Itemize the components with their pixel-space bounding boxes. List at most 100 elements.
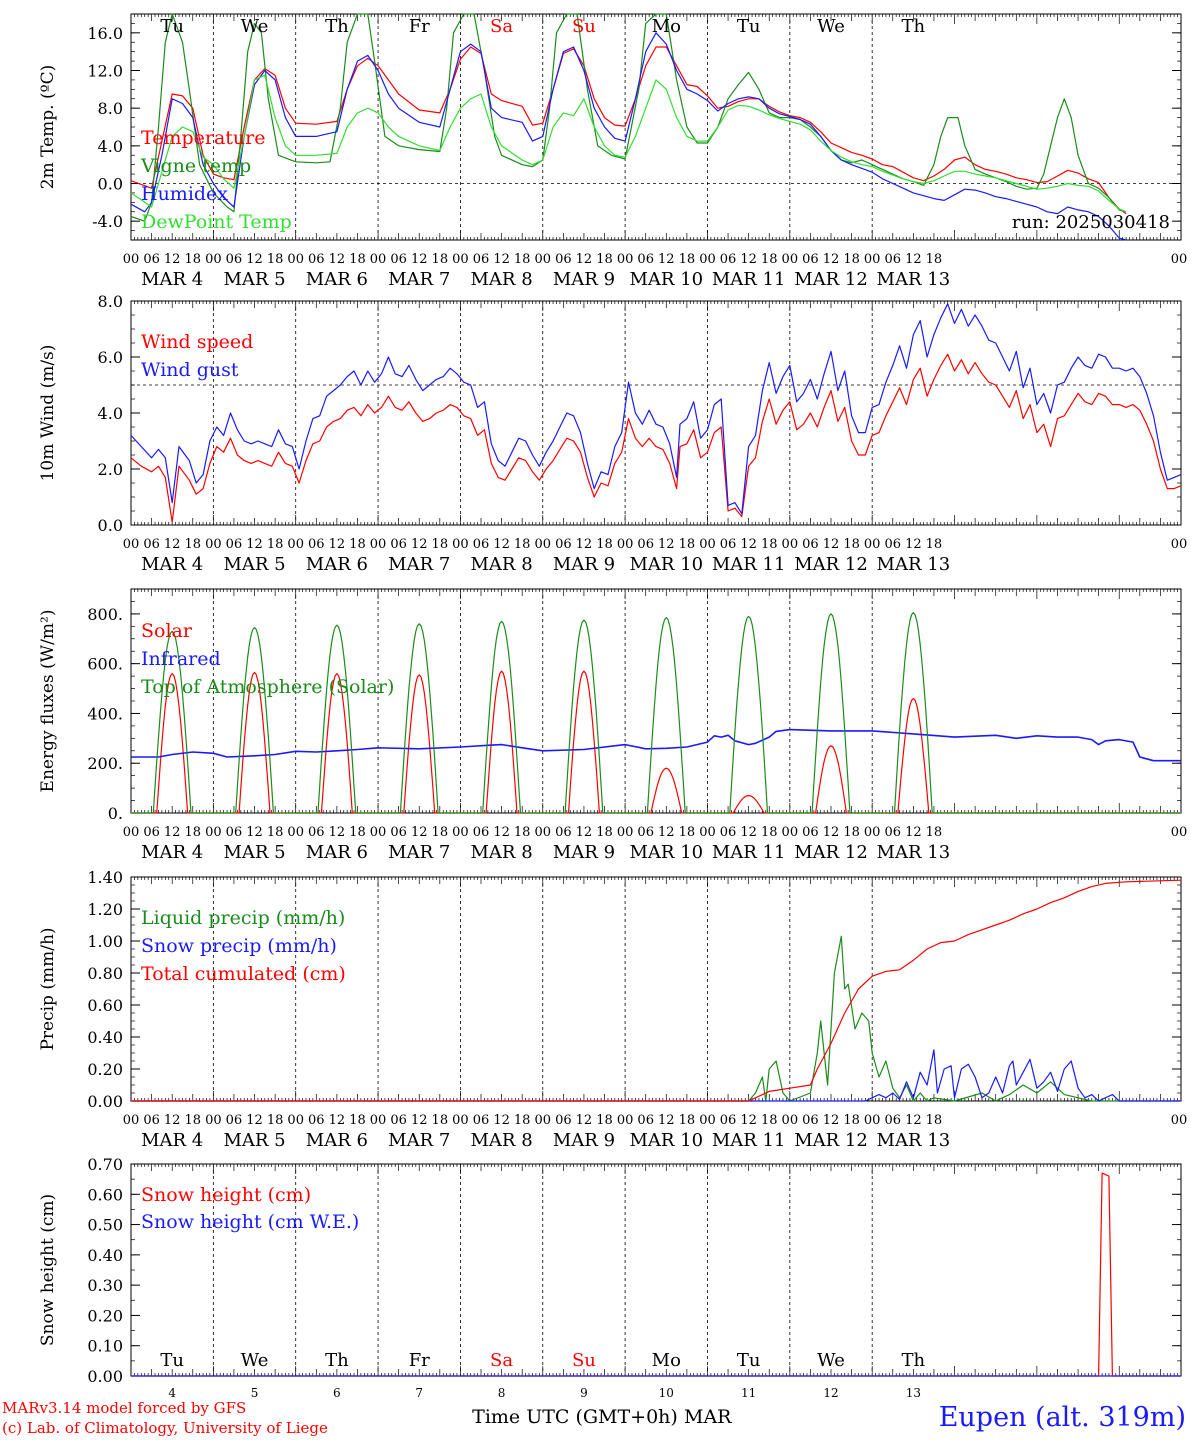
- y-tick-label: 0.0: [98, 516, 123, 535]
- x-date-label: MAR 9: [553, 842, 615, 863]
- x-hour-label: 06: [555, 825, 572, 840]
- x-hour-label: 06: [802, 252, 819, 267]
- y-tick-label: -4.0: [92, 212, 123, 231]
- x-hour-label: 12: [329, 1113, 346, 1128]
- x-hour-label: 18: [596, 537, 613, 552]
- x-hour-label: 06: [308, 537, 325, 552]
- legend-entry: Liquid precip (mm/h): [141, 907, 345, 929]
- y-tick-label: 8.0: [98, 292, 123, 311]
- x-hour-label: 12: [823, 537, 840, 552]
- x-hour-label: 00: [534, 252, 551, 267]
- x-date-label: MAR 11: [712, 269, 786, 290]
- x-hour-label: 12: [658, 252, 675, 267]
- x-hour-label: 00: [617, 252, 634, 267]
- x-hour-label: 12: [576, 1113, 593, 1128]
- x-hour-label: 00: [370, 537, 387, 552]
- x-hour-label: 00: [370, 252, 387, 267]
- x-date-label: MAR 13: [877, 1130, 951, 1151]
- x-hour-label: 18: [267, 537, 284, 552]
- weekday-label: Th: [902, 16, 926, 37]
- y-tick-label: 1.00: [87, 932, 123, 951]
- y-tick-label: 0.40: [87, 1246, 123, 1265]
- x-hour-label: 06: [473, 537, 490, 552]
- day-number-label: 13: [906, 1386, 921, 1400]
- x-date-label: MAR 6: [306, 269, 368, 290]
- x-hour-label: 00: [1171, 537, 1188, 552]
- y-tick-label: 0.20: [87, 1306, 123, 1325]
- x-date-label: MAR 4: [141, 1130, 203, 1151]
- day-number-label: 4: [168, 1386, 176, 1400]
- x-date-label: MAR 12: [794, 554, 868, 575]
- y-tick-label: 0.00: [87, 1367, 123, 1386]
- x-date-label: MAR 7: [388, 842, 450, 863]
- x-hour-label: 18: [679, 252, 696, 267]
- x-date-label: MAR 8: [471, 554, 533, 575]
- series-line-wind-speed: [130, 353, 1182, 523]
- x-date-label: MAR 6: [306, 554, 368, 575]
- x-hour-label: 18: [184, 1113, 201, 1128]
- x-hour-label: 06: [637, 537, 654, 552]
- x-hour-label: 18: [843, 252, 860, 267]
- x-hour-label: 12: [164, 252, 181, 267]
- x-hour-label: 00: [205, 252, 222, 267]
- x-hour-label: 06: [143, 1113, 160, 1128]
- y-tick-label: 0.00: [87, 1092, 123, 1111]
- x-hour-label: 12: [576, 537, 593, 552]
- x-hour-label: 00: [123, 1113, 140, 1128]
- x-hour-label: 06: [637, 825, 654, 840]
- weekday-label: Th: [325, 1350, 349, 1371]
- x-hour-label: 00: [287, 825, 304, 840]
- x-hour-label: 06: [555, 1113, 572, 1128]
- y-tick-label: 0.80: [87, 964, 123, 983]
- x-hour-label: 12: [905, 825, 922, 840]
- x-hour-label: 00: [287, 1113, 304, 1128]
- x-hour-label: 12: [576, 252, 593, 267]
- legend-entry: Vigne temp: [140, 155, 251, 177]
- panel-4: [130, 876, 1182, 1102]
- weekday-label: Fr: [409, 1350, 430, 1371]
- x-hour-label: 18: [267, 825, 284, 840]
- y-tick-label: 0.50: [87, 1216, 123, 1235]
- legend-entry: Wind speed: [141, 331, 253, 353]
- x-hour-label: 18: [761, 537, 778, 552]
- x-date-label: MAR 10: [629, 269, 703, 290]
- x-hour-label: 00: [534, 1113, 551, 1128]
- x-hour-label: 12: [246, 825, 263, 840]
- x-hour-label: 18: [349, 1113, 366, 1128]
- x-hour-label: 12: [740, 537, 757, 552]
- x-date-label: MAR 5: [223, 554, 285, 575]
- x-hour-label: 06: [390, 1113, 407, 1128]
- x-hour-label: 00: [617, 537, 634, 552]
- series-line-wind-gust: [130, 303, 1182, 515]
- series-line-humidex: [130, 32, 1127, 241]
- x-hour-label: 00: [782, 537, 799, 552]
- weekday-label: Sa: [490, 16, 513, 37]
- x-hour-label: 18: [679, 825, 696, 840]
- x-hour-label: 12: [493, 1113, 510, 1128]
- x-hour-label: 00: [864, 252, 881, 267]
- x-hour-label: 00: [534, 537, 551, 552]
- day-number-label: 7: [415, 1386, 423, 1400]
- x-date-label: MAR 6: [306, 842, 368, 863]
- y-axis-label: Energy fluxes (W/m²): [38, 610, 58, 793]
- y-tick-label: 1.40: [87, 868, 123, 887]
- x-hour-label: 18: [926, 1113, 943, 1128]
- day-number-label: 12: [823, 1386, 838, 1400]
- legend-entry: Snow height (cm): [141, 1184, 311, 1206]
- x-hour-label: 18: [349, 537, 366, 552]
- day-number-label: 6: [333, 1386, 341, 1400]
- x-date-label: MAR 13: [877, 842, 951, 863]
- x-hour-label: 06: [720, 252, 737, 267]
- series-line-temperature: [130, 46, 1127, 215]
- x-hour-label: 00: [782, 825, 799, 840]
- x-hour-label: 12: [411, 825, 428, 840]
- x-hour-label: 18: [514, 825, 531, 840]
- x-date-label: MAR 13: [877, 554, 951, 575]
- y-tick-label: 600.: [87, 655, 123, 674]
- x-date-label: MAR 7: [388, 1130, 450, 1151]
- x-hour-label: 06: [802, 825, 819, 840]
- x-hour-label: 06: [802, 1113, 819, 1128]
- x-hour-label: 00: [452, 825, 469, 840]
- weekday-label: Th: [902, 1350, 926, 1371]
